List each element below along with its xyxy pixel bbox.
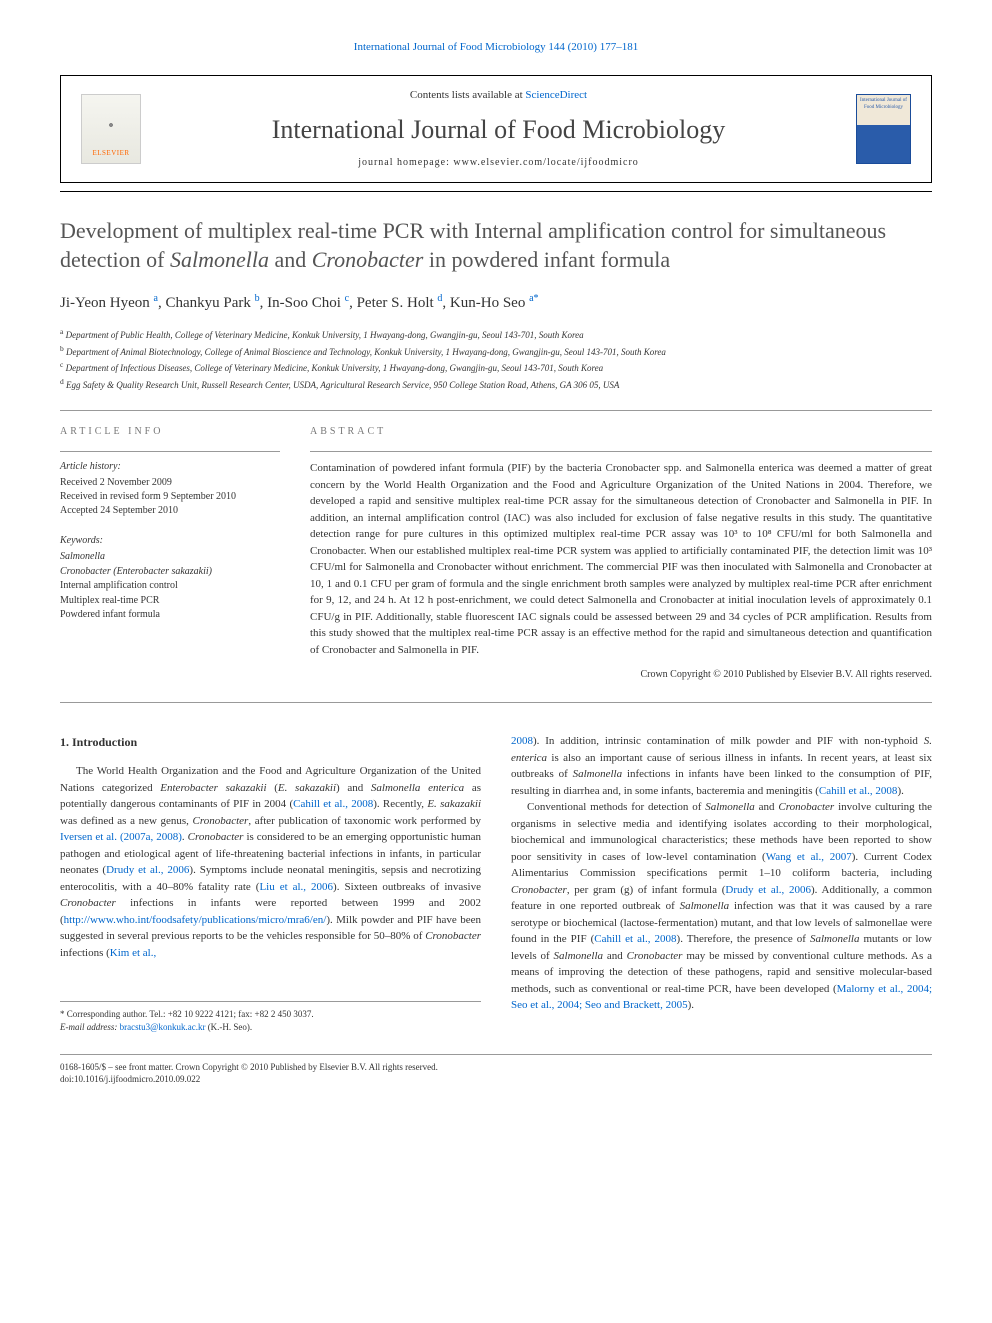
homepage-url[interactable]: www.elsevier.com/locate/ijfoodmicro <box>453 157 638 168</box>
author-1: Ji-Yeon Hyeon <box>60 295 150 311</box>
revised-line: Received in revised form 9 September 201… <box>60 490 280 504</box>
authors-line: Ji-Yeon Hyeon a, Chankyu Park b, In-Soo … <box>60 292 932 314</box>
sciencedirect-link[interactable]: ScienceDirect <box>525 89 587 101</box>
article-title: Development of multiplex real-time PCR w… <box>60 217 932 274</box>
info-rule <box>60 451 280 452</box>
email-label: E-mail address: <box>60 1022 117 1032</box>
author-4: Peter S. Holt <box>357 295 434 311</box>
abstract-text: Contamination of powdered infant formula… <box>310 460 932 658</box>
author-2: Chankyu Park <box>165 295 250 311</box>
keyword-2: Cronobacter (Enterobacter sakazakii) <box>60 565 280 580</box>
affiliation-c: c Department of Infectious Diseases, Col… <box>60 359 932 376</box>
abstract-label: ABSTRACT <box>310 425 932 439</box>
issn-line: 0168-1605/$ – see front matter. Crown Co… <box>60 1061 932 1074</box>
history-group: Article history: Received 2 November 200… <box>60 460 280 518</box>
keyword-4: Multiplex real-time PCR <box>60 594 280 609</box>
abstract-copyright: Crown Copyright © 2010 Published by Else… <box>310 668 932 682</box>
keyword-5: Powdered infant formula <box>60 608 280 623</box>
contents-prefix: Contents lists available at <box>410 89 525 101</box>
elsevier-label: ELSEVIER <box>92 149 129 159</box>
meta-rule-top <box>60 410 932 411</box>
affiliations: a Department of Public Health, College o… <box>60 326 932 392</box>
email-address[interactable]: bracstu3@konkuk.ac.kr <box>120 1022 206 1032</box>
intro-heading: 1. Introduction <box>60 733 481 751</box>
elsevier-tree-icon <box>91 109 131 149</box>
elsevier-logo: ELSEVIER <box>81 94 141 164</box>
author-3: In-Soo Choi <box>267 295 341 311</box>
cover-title: International Journal of Food Microbiolo… <box>857 95 910 125</box>
contents-line: Contents lists available at ScienceDirec… <box>141 88 856 103</box>
intro-para-2a: 2008). In addition, intrinsic contaminat… <box>511 733 932 799</box>
email-name: (K.-H. Seo). <box>208 1022 253 1032</box>
journal-header-box: ELSEVIER Contents lists available at Sci… <box>60 75 932 183</box>
keywords-label: Keywords: <box>60 534 280 548</box>
header-center: Contents lists available at ScienceDirec… <box>141 88 856 170</box>
journal-title: International Journal of Food Microbiolo… <box>141 112 856 148</box>
body-column-right: 2008). In addition, intrinsic contaminat… <box>511 733 932 1033</box>
homepage-line: journal homepage: www.elsevier.com/locat… <box>141 156 856 170</box>
author-4-aff[interactable]: d <box>437 293 442 304</box>
history-label: Article history: <box>60 460 280 474</box>
abstract-column: ABSTRACT Contamination of powdered infan… <box>310 425 932 682</box>
affiliation-a: a Department of Public Health, College o… <box>60 326 932 343</box>
info-abstract-row: ARTICLE INFO Article history: Received 2… <box>60 425 932 682</box>
title-part3: in powdered infant formula <box>423 247 670 272</box>
author-1-aff[interactable]: a <box>153 293 157 304</box>
keyword-1: Salmonella <box>60 550 280 565</box>
keywords-group: Keywords: Salmonella Cronobacter (Entero… <box>60 534 280 623</box>
intro-para-2b: Conventional methods for detection of Sa… <box>511 799 932 1014</box>
title-italic2: Cronobacter <box>312 247 424 272</box>
homepage-prefix: journal homepage: <box>358 157 453 168</box>
author-3-aff[interactable]: c <box>345 293 349 304</box>
abstract-rule <box>310 451 932 452</box>
title-italic1: Salmonella <box>170 247 269 272</box>
author-2-aff[interactable]: b <box>255 293 260 304</box>
received-line: Received 2 November 2009 <box>60 476 280 490</box>
affiliation-b: b Department of Animal Biotechnology, Co… <box>60 343 932 360</box>
title-part2: and <box>269 247 312 272</box>
corr-author-note: * Corresponding author. Tel.: +82 10 922… <box>60 1008 481 1021</box>
email-line: E-mail address: bracstu3@konkuk.ac.kr (K… <box>60 1021 481 1034</box>
accepted-line: Accepted 24 September 2010 <box>60 504 280 518</box>
body-column-left: 1. Introduction The World Health Organiz… <box>60 733 481 1033</box>
bottom-info: 0168-1605/$ – see front matter. Crown Co… <box>60 1054 932 1086</box>
article-info-column: ARTICLE INFO Article history: Received 2… <box>60 425 280 682</box>
intro-para-1: The World Health Organization and the Fo… <box>60 763 481 961</box>
doi-line: doi:10.1016/j.ijfoodmicro.2010.09.022 <box>60 1073 932 1086</box>
body-columns: 1. Introduction The World Health Organiz… <box>60 733 932 1033</box>
meta-rule-bottom <box>60 702 932 703</box>
author-5: Kun-Ho Seo <box>450 295 525 311</box>
keyword-3: Internal amplification control <box>60 579 280 594</box>
title-rule <box>60 191 932 192</box>
footnotes: * Corresponding author. Tel.: +82 10 922… <box>60 1001 481 1033</box>
journal-cover-icon: International Journal of Food Microbiolo… <box>856 94 911 164</box>
article-info-label: ARTICLE INFO <box>60 425 280 439</box>
author-5-corr[interactable]: * <box>534 293 539 304</box>
affiliation-d: d Egg Safety & Quality Research Unit, Ru… <box>60 376 932 393</box>
header-citation[interactable]: International Journal of Food Microbiolo… <box>60 40 932 55</box>
